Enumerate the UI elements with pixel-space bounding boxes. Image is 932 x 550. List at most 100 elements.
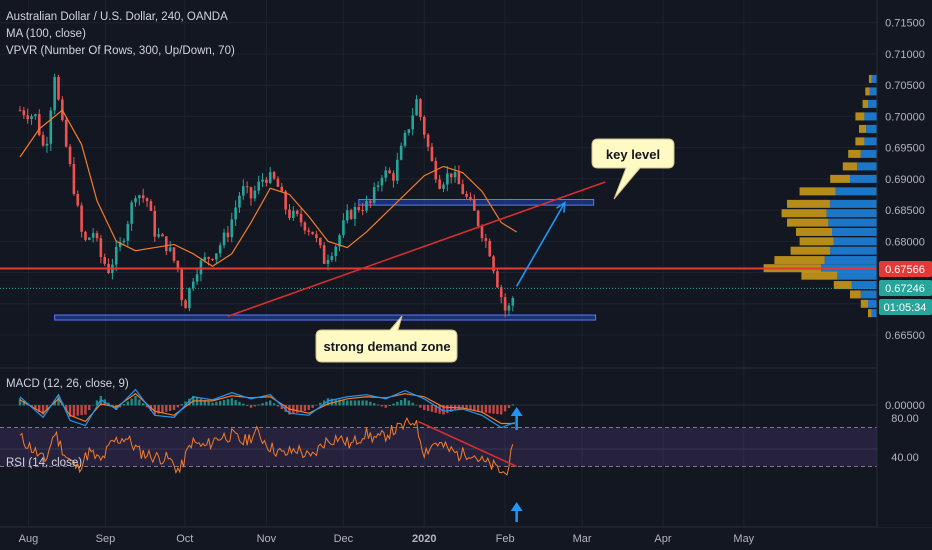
candle-body [134,198,137,203]
macd-histogram-bar [326,398,330,406]
macd-histogram-bar [18,398,22,406]
candle-body [499,287,503,298]
macd-histogram-bar [91,405,95,406]
macd-histogram-bar [245,405,249,406]
macd-histogram-bar [68,405,72,417]
vpvr-up-bar [833,237,877,246]
candle-body [30,116,33,120]
macd-histogram-bar [253,405,257,407]
candle-body [268,172,272,183]
rsi-band-fill [0,427,877,467]
macd-histogram-bar [426,405,430,411]
level-badge-text: 0.67566 [885,264,925,276]
macd-histogram-bar [484,405,488,413]
demand-zone-callout[interactable]: strong demand zone [315,315,458,363]
price-tick-label: 0.71500 [885,18,925,30]
macd-histogram-bar [172,405,176,411]
vpvr-up-bar [864,112,877,121]
price-tick-label: 0.69000 [885,174,925,186]
vpvr-down-bar [868,74,872,83]
callout-bubble [315,315,458,363]
macd-histogram-bar [276,405,280,407]
candle-body [91,233,95,238]
candle-body [130,202,133,224]
macd-histogram-bar [80,405,83,416]
vpvr-up-bar [835,187,877,196]
macd-histogram-bar [407,400,411,406]
time-tick-label: Sep [96,533,116,545]
macd-histogram-bar [296,405,299,413]
macd-histogram-bar [399,400,403,406]
drawings[interactable] [0,181,877,318]
macd-pane[interactable]: MACD (12, 26, close, 9) [0,378,877,430]
macd-histogram-bar [84,405,87,415]
vpvr-up-bar [851,281,877,290]
demand-zone-rect [54,314,597,321]
candle-body [53,76,56,111]
macd-histogram-bar [165,405,168,412]
candle-body [465,193,468,197]
vpvr-up-bar [868,299,877,308]
candle-body [342,220,345,236]
vpvr-down-bar [862,99,868,108]
vpvr-up-bar [824,256,877,265]
candle-body [37,114,41,136]
candle-body [480,226,484,239]
macd-histogram-bar [396,401,399,406]
candle-body [288,209,291,218]
rsi-line [19,416,514,476]
zones[interactable] [54,198,597,321]
vpvr-up-bar [857,162,877,171]
rsi-pane[interactable]: RSI (14, close) [0,416,877,522]
key-level-callout[interactable]: key level [591,138,675,200]
projection-arrow-line [515,202,566,287]
candle-body [322,245,326,264]
macd-histogram-bar [22,400,26,406]
macd-histogram-bar [373,403,376,406]
candle-body [407,129,411,133]
macd-histogram-bar [357,400,360,406]
macd-histogram-bar [430,405,434,412]
candle-body [218,245,222,254]
candle-body [195,274,199,282]
price-tick-label: 0.68000 [885,236,925,248]
rsi-up-arrow-head [510,502,523,511]
candle-body [165,236,168,252]
candle-body [473,199,476,211]
candle-body [496,271,499,288]
time-axis[interactable]: Aug Sep Oct Nov Dec 2020 Feb Mar Apr May [19,533,755,545]
vpvr-down-bar [830,174,850,183]
candle-body [422,116,426,135]
candle-body [453,172,457,178]
candle-body [238,195,241,208]
candle-body [114,246,118,265]
candle-body [365,200,368,211]
vpvr-up-bar [866,124,877,133]
macd-histogram-bar [492,405,495,414]
macd-histogram-bar [292,405,295,414]
vpvr-up-bar [864,137,877,146]
candle-body [303,222,307,231]
macd-histogram-bar [342,400,345,406]
rsi-title: RSI (14, close) [6,457,82,469]
vpvr-down-bar [868,309,872,318]
macd-histogram-bar [338,399,341,406]
candle-body [334,246,337,257]
candle-body [161,234,164,237]
vpvr-down-bar [799,187,836,196]
price-tick-label: 0.69500 [885,143,925,155]
macd-histogram-bar [365,400,368,406]
candle-body [388,170,391,174]
vpvr-down-bar [787,218,829,227]
macd-histogram-bar [249,405,253,408]
macd-histogram-bar [473,405,476,411]
candle-body [26,115,29,120]
candle-body [446,173,449,185]
time-tick-label: Aug [19,533,39,545]
candle-body [41,135,45,146]
rsi-trendline [418,420,517,468]
candle-body [311,231,314,235]
candle-body [122,240,126,242]
candle-body [95,233,99,239]
